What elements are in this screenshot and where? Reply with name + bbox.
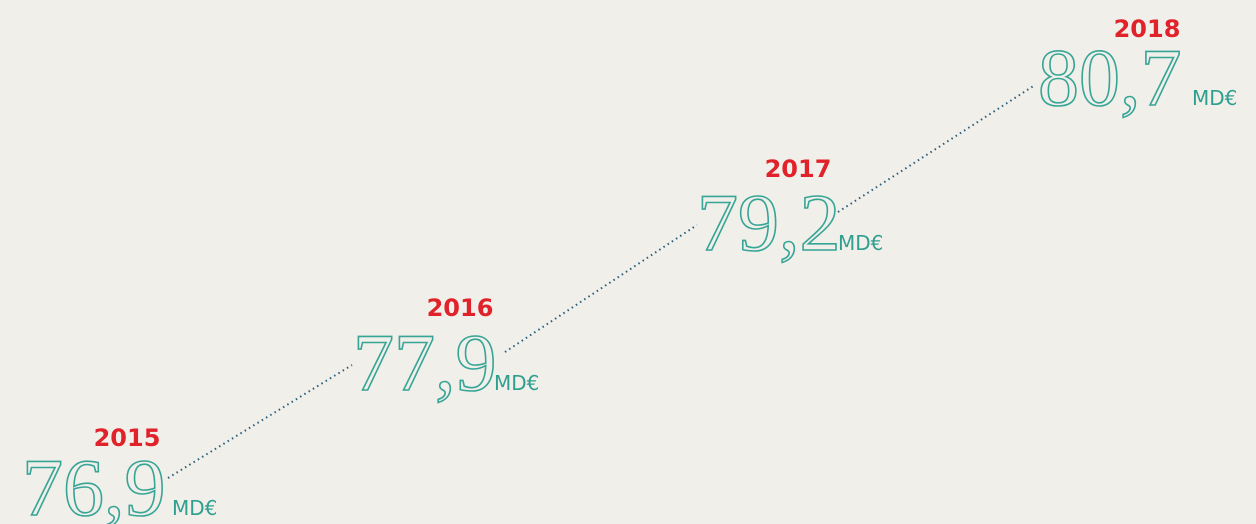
year-label: 2015 — [94, 424, 161, 452]
dotted-connector — [167, 364, 353, 479]
dotted-connector — [837, 84, 1036, 213]
value: 76,9 — [22, 442, 166, 524]
unit: MD€ — [838, 231, 883, 255]
unit: MD€ — [1192, 86, 1237, 110]
value: 79,2 — [697, 177, 841, 268]
unit: MD€ — [172, 496, 217, 520]
year-label: 2017 — [765, 155, 832, 183]
year-label: 2016 — [427, 294, 494, 322]
unit: MD€ — [494, 371, 539, 395]
value: 77,9 — [353, 317, 497, 408]
year-label: 2018 — [1114, 15, 1181, 43]
dotted-connector — [504, 224, 698, 353]
value: 80,7 — [1038, 32, 1182, 123]
